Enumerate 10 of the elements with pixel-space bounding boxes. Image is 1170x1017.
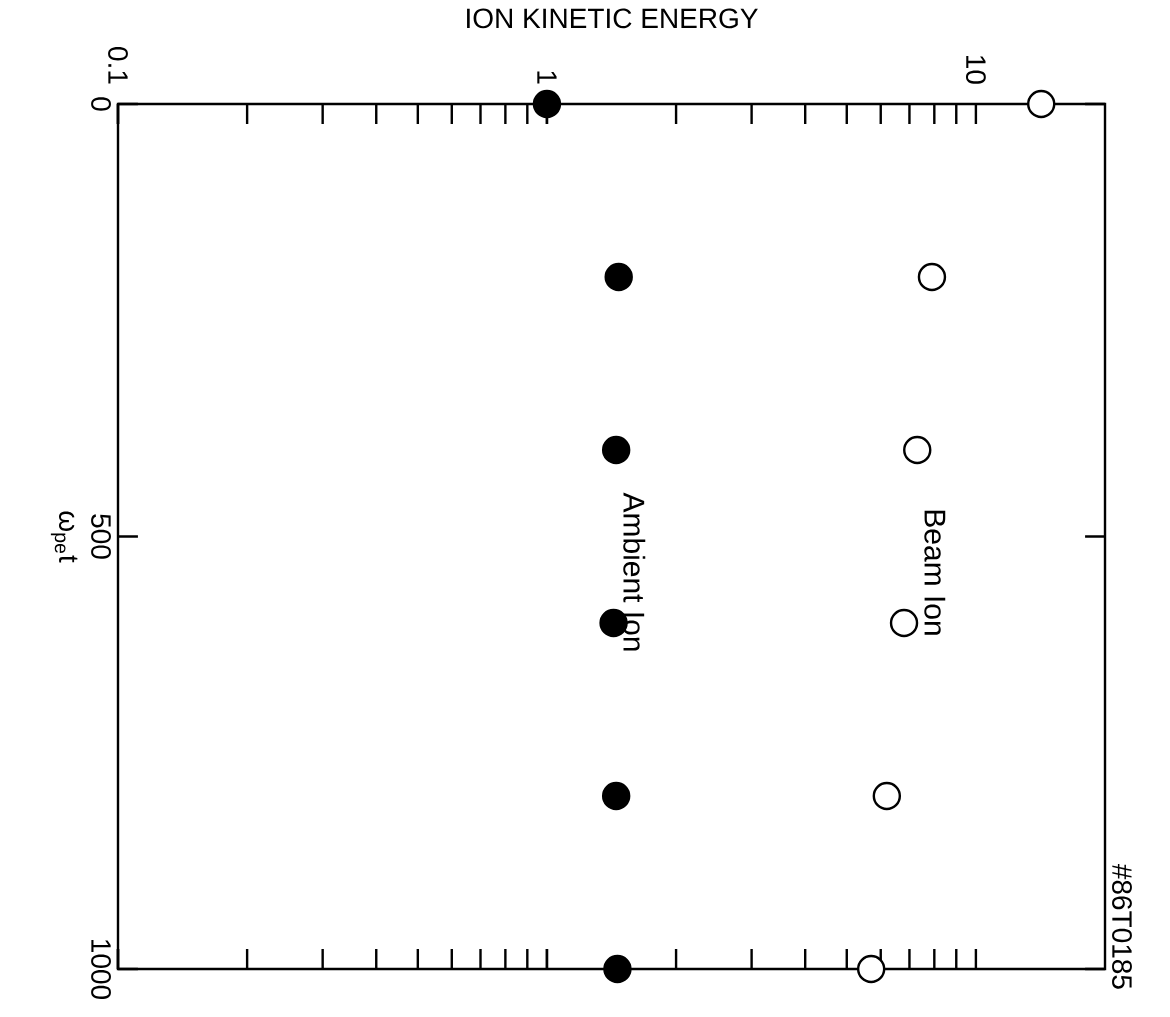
x-tick-label: 1 [537, 71, 557, 84]
x-tick-label: 0.1 [108, 47, 128, 84]
y-axis-title: ω$_{pe}$t [50, 511, 78, 563]
x-axis-title: ION KINETIC ENERGY [467, 8, 758, 29]
y-tick-label: 0 [91, 97, 111, 111]
y-tick-label: 1000 [91, 940, 111, 1000]
x-tick-label: 10 [965, 55, 986, 84]
text: Beam Ion [924, 510, 946, 635]
text: #86T0185 [1112, 863, 1132, 989]
y-tick-label: 500 [91, 514, 111, 559]
